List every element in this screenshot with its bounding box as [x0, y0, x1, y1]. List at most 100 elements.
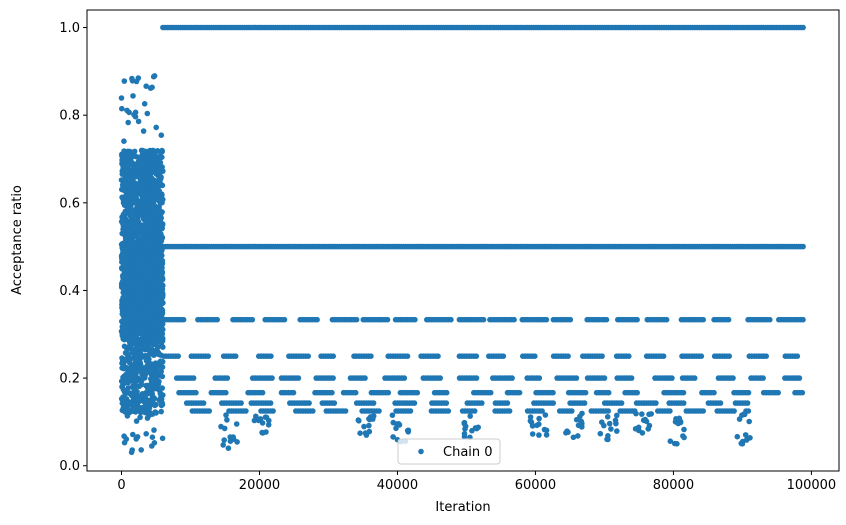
data-point	[760, 375, 766, 381]
data-point	[131, 365, 137, 371]
data-point	[725, 316, 732, 323]
data-point	[529, 431, 536, 437]
data-point	[156, 188, 162, 194]
data-point	[141, 205, 147, 212]
data-point	[122, 188, 129, 194]
data-point	[125, 379, 132, 386]
data-point	[133, 334, 139, 340]
data-point	[385, 389, 392, 396]
data-point	[143, 431, 149, 437]
y-tick-label: 0.4	[59, 284, 80, 299]
data-point	[159, 331, 166, 337]
y-tick-label: 0.2	[59, 372, 80, 387]
data-point	[130, 250, 137, 256]
data-point	[120, 285, 127, 292]
data-point	[133, 262, 139, 268]
data-point	[125, 385, 132, 391]
data-point	[200, 400, 207, 406]
data-point	[232, 353, 239, 360]
data-point	[156, 167, 162, 173]
data-point	[125, 284, 131, 291]
data-point	[500, 353, 507, 360]
data-point	[145, 360, 152, 366]
data-point	[221, 437, 227, 443]
data-point	[542, 412, 549, 418]
data-point	[136, 404, 142, 411]
data-point	[642, 416, 648, 423]
data-point	[536, 415, 542, 422]
data-point	[140, 168, 147, 174]
data-point	[543, 316, 550, 323]
data-point	[148, 376, 154, 382]
data-point	[700, 408, 706, 414]
data-point	[740, 411, 747, 418]
data-point	[148, 243, 154, 250]
data-point	[628, 375, 635, 381]
data-point	[145, 183, 151, 190]
data-point	[224, 417, 230, 423]
data-point	[227, 434, 233, 440]
data-point	[614, 428, 620, 434]
data-point	[269, 375, 275, 381]
data-point	[342, 408, 349, 414]
data-point	[158, 368, 164, 375]
data-point	[532, 353, 538, 360]
data-point	[717, 400, 724, 406]
data-point	[268, 353, 274, 360]
data-point	[127, 303, 134, 309]
data-point	[140, 292, 146, 299]
x-tick-label: 60000	[515, 478, 556, 493]
data-point	[149, 390, 155, 397]
data-point	[745, 408, 752, 414]
data-point	[139, 376, 145, 383]
data-point	[539, 408, 545, 414]
data-point	[146, 150, 153, 156]
data-point	[295, 375, 302, 381]
x-tick-label: 0	[117, 478, 125, 493]
data-point	[144, 415, 151, 421]
data-point	[121, 272, 127, 279]
data-point	[445, 408, 452, 414]
data-point	[151, 440, 158, 446]
data-point	[601, 422, 607, 429]
data-point	[157, 339, 163, 345]
data-point	[140, 252, 146, 259]
data-point	[137, 154, 144, 160]
data-point	[124, 197, 130, 204]
data-point	[128, 449, 135, 456]
data-point	[667, 408, 673, 414]
data-point	[151, 311, 158, 317]
data-point	[310, 408, 316, 414]
data-point	[136, 226, 142, 232]
data-point	[118, 253, 125, 259]
data-point	[646, 422, 653, 429]
data-point	[124, 407, 131, 413]
data-point	[157, 254, 163, 261]
data-point	[151, 427, 157, 433]
data-point	[135, 239, 142, 245]
data-point	[366, 422, 372, 429]
data-point	[153, 214, 159, 220]
data-point	[614, 412, 620, 419]
data-point	[128, 215, 135, 221]
data-point	[147, 189, 153, 195]
data-point	[711, 389, 717, 396]
data-point	[149, 434, 156, 441]
data-point	[794, 353, 801, 360]
data-point	[214, 316, 220, 323]
data-point	[796, 375, 803, 381]
data-point	[125, 169, 132, 176]
data-point	[330, 375, 336, 381]
data-point	[149, 229, 155, 235]
data-point	[137, 191, 144, 197]
data-point	[155, 155, 161, 161]
data-point	[130, 407, 136, 414]
data-point	[800, 316, 806, 323]
x-axis-label: Iteration	[435, 500, 490, 515]
data-point	[260, 430, 266, 436]
data-point	[124, 413, 131, 419]
data-point	[125, 230, 132, 236]
data-point	[599, 353, 605, 360]
data-point	[626, 353, 632, 360]
data-point	[509, 375, 515, 381]
